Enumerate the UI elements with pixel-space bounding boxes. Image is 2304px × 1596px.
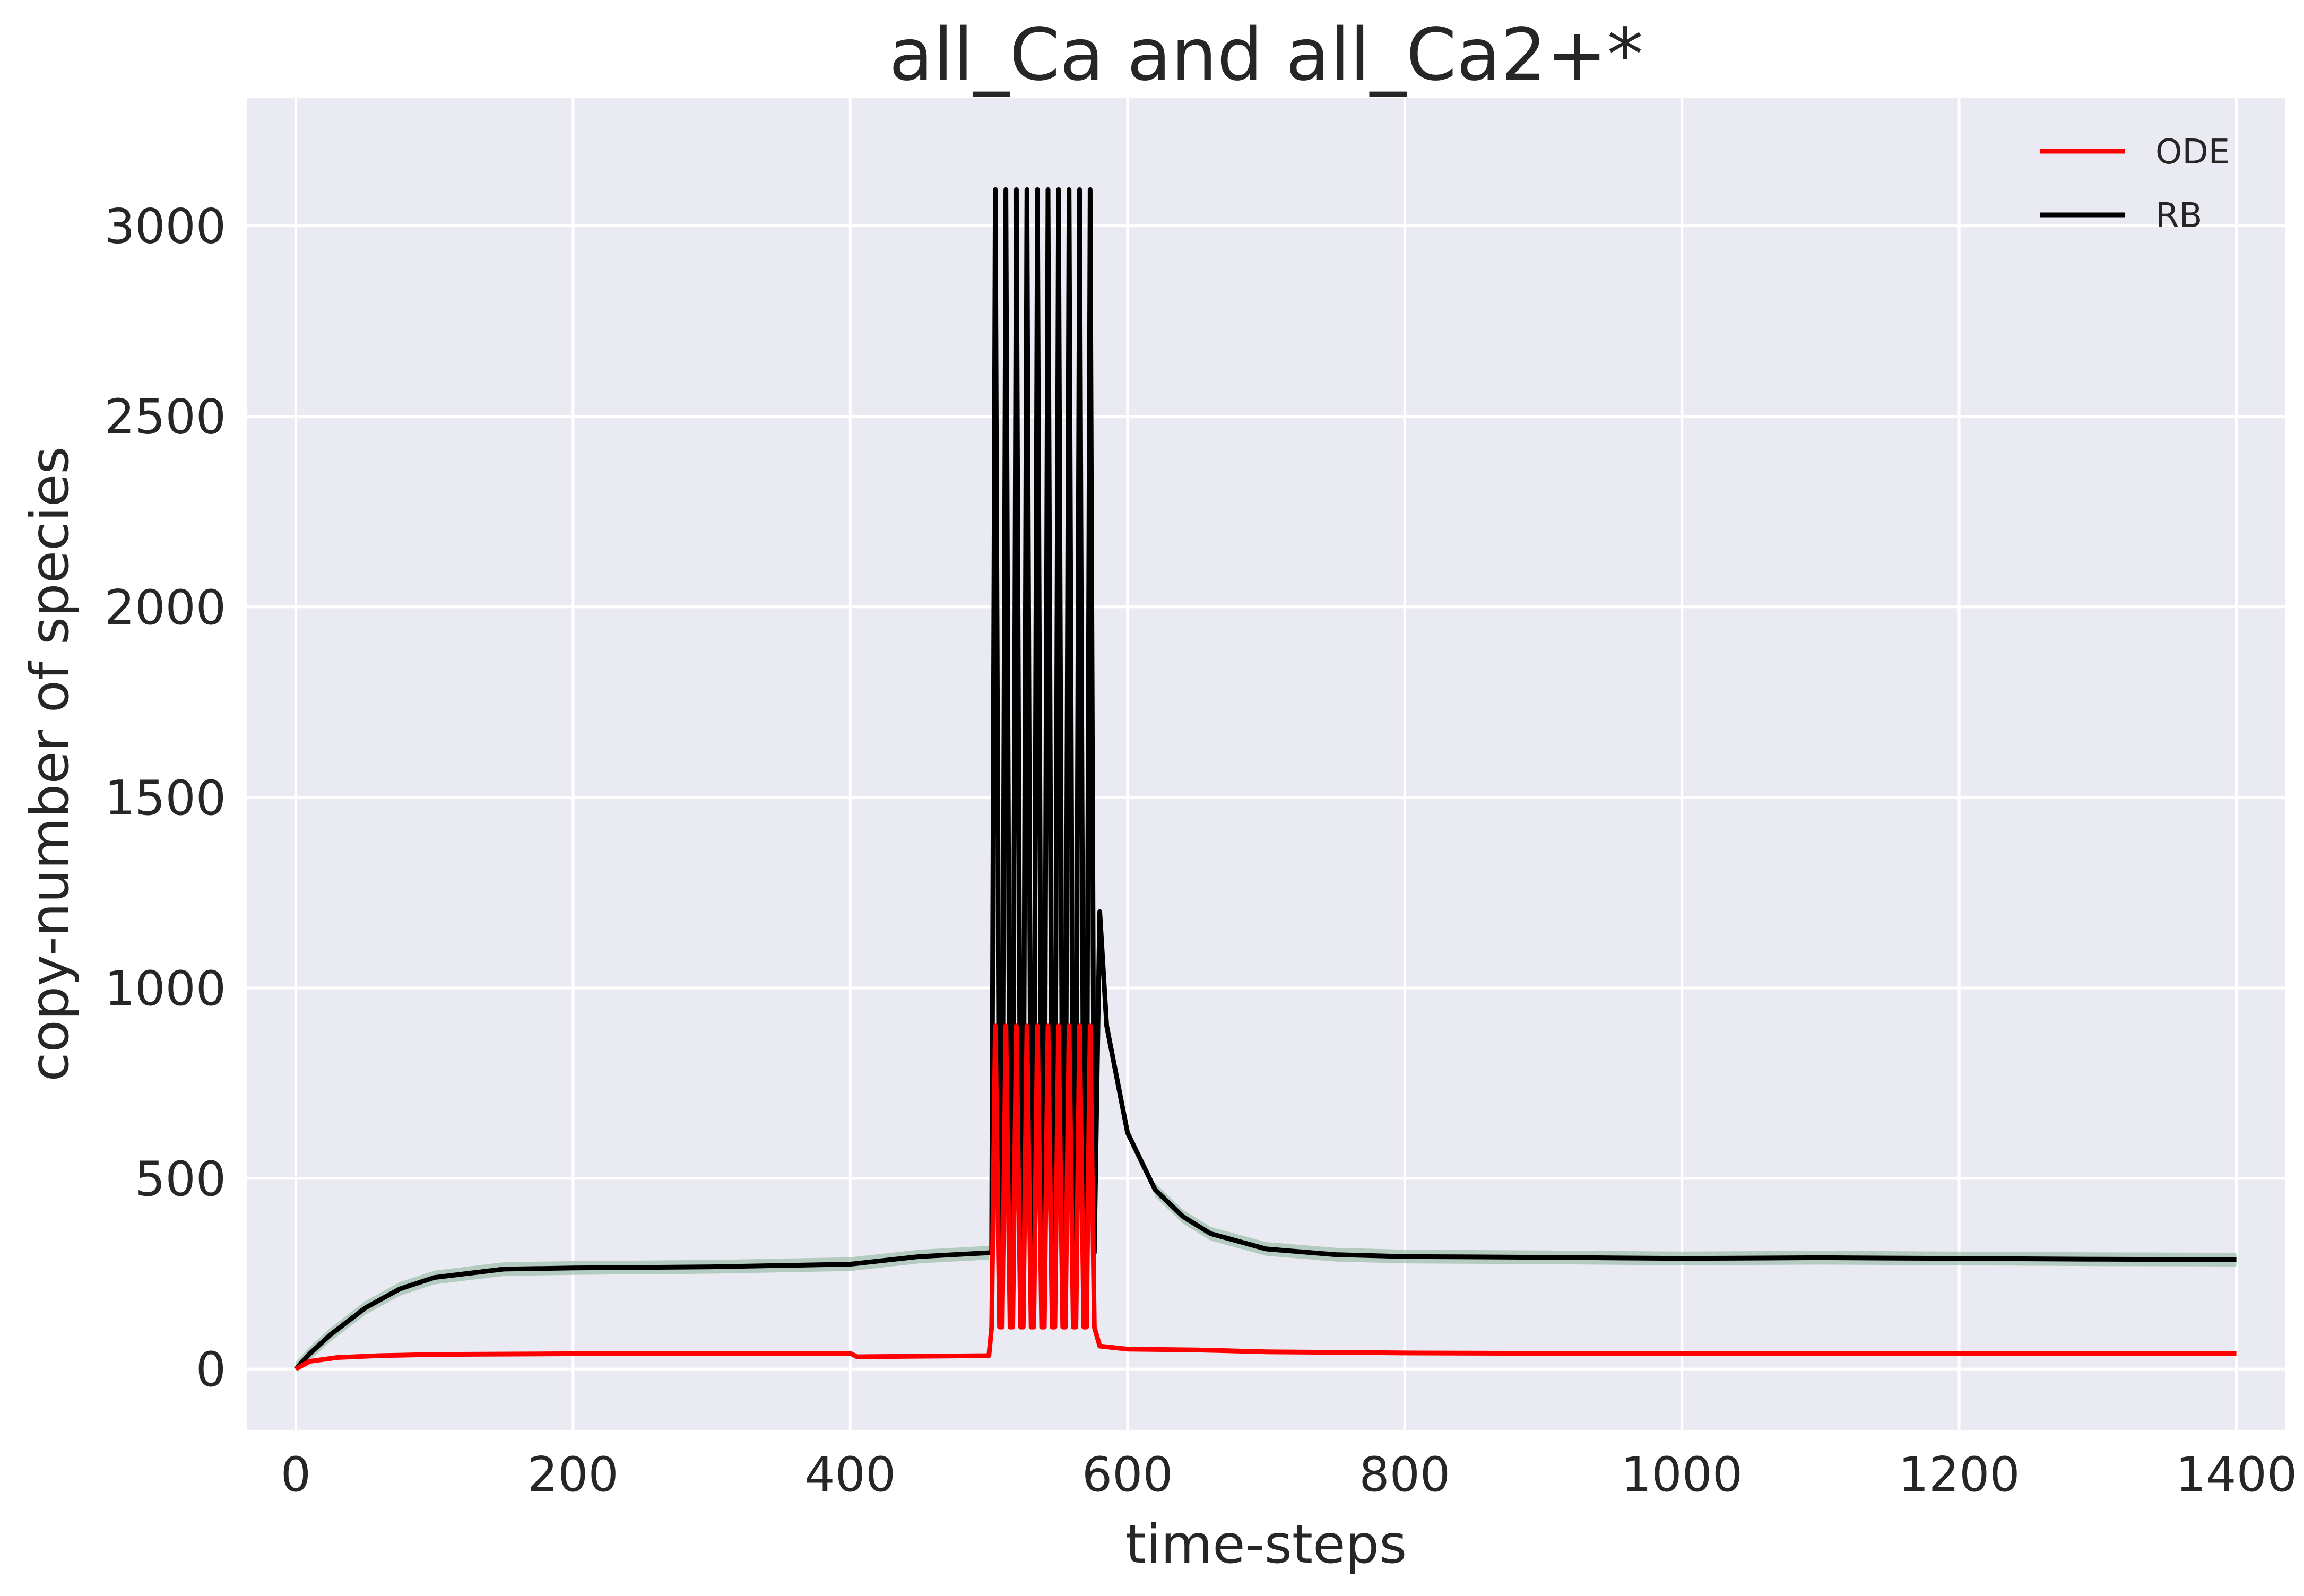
x-tick-label: 200 xyxy=(527,1447,619,1503)
x-tick-label: 1200 xyxy=(1899,1447,2020,1503)
y-axis-label: copy-number of species xyxy=(19,447,81,1082)
x-tick-label: 1400 xyxy=(2176,1447,2297,1503)
legend-rb-label: RB xyxy=(2155,196,2202,236)
series-layer xyxy=(294,187,2237,1372)
x-tick-label: 1000 xyxy=(1621,1447,1743,1503)
x-tick-label: 600 xyxy=(1082,1447,1173,1503)
x-axis-label: time-steps xyxy=(1125,1513,1407,1575)
rb-band-pre xyxy=(296,1246,989,1369)
y-tick-label: 1000 xyxy=(105,961,226,1017)
x-tick-label: 400 xyxy=(804,1447,896,1503)
legend: ODE RB xyxy=(2040,133,2230,236)
y-tick-labels: 0 500 1000 1500 2000 2500 3000 xyxy=(105,199,226,1398)
y-tick-label: 2500 xyxy=(105,389,226,445)
y-tick-label: 3000 xyxy=(105,199,226,255)
series-line-ode xyxy=(295,1023,2237,1372)
x-tick-labels: 0 200 400 600 800 1000 1200 1400 xyxy=(281,1447,2297,1503)
grid xyxy=(247,98,2285,1430)
y-tick-label: 2000 xyxy=(105,580,226,636)
y-tick-label: 1500 xyxy=(105,770,226,826)
x-tick-label: 800 xyxy=(1359,1447,1450,1503)
plot-background xyxy=(247,98,2285,1430)
chart-title: all_Ca and all_Ca2+* xyxy=(889,13,1643,97)
legend-ode-label: ODE xyxy=(2155,133,2230,172)
series-line-rb xyxy=(294,187,2237,1371)
y-tick-label: 500 xyxy=(135,1151,226,1207)
y-tick-label: 0 xyxy=(196,1342,226,1398)
x-tick-label: 0 xyxy=(281,1447,311,1503)
